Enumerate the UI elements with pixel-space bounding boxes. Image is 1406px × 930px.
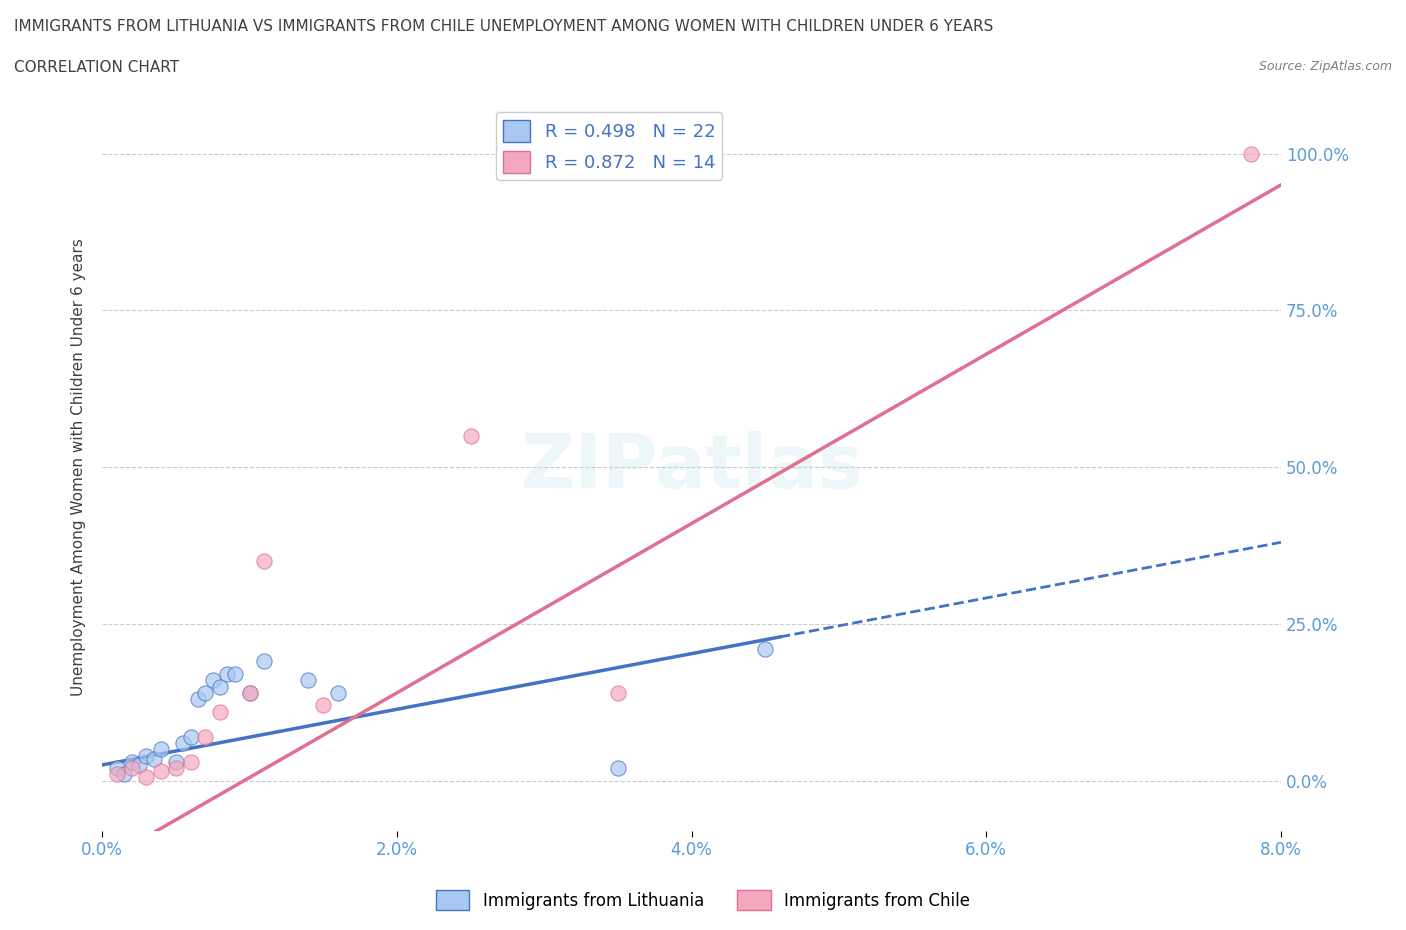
- Point: [1240, 146, 1263, 161]
- Point: [326, 685, 349, 700]
- Point: [217, 667, 239, 682]
- Point: [754, 642, 776, 657]
- Point: [194, 729, 217, 744]
- Point: [238, 685, 260, 700]
- Text: IMMIGRANTS FROM LITHUANIA VS IMMIGRANTS FROM CHILE UNEMPLOYMENT AMONG WOMEN WITH: IMMIGRANTS FROM LITHUANIA VS IMMIGRANTS …: [14, 19, 994, 33]
- Point: [121, 761, 143, 776]
- Point: [128, 758, 150, 773]
- Point: [105, 761, 128, 776]
- Point: [253, 553, 276, 568]
- Point: [201, 672, 224, 687]
- Point: [121, 754, 143, 769]
- Point: [105, 767, 128, 782]
- Point: [172, 736, 194, 751]
- Legend: R = 0.498   N = 22, R = 0.872   N = 14: R = 0.498 N = 22, R = 0.872 N = 14: [496, 113, 723, 179]
- Point: [224, 667, 246, 682]
- Point: [135, 748, 157, 763]
- Point: [150, 764, 173, 778]
- Point: [142, 751, 165, 766]
- Point: [180, 729, 202, 744]
- Point: [297, 672, 319, 687]
- Point: [194, 685, 217, 700]
- Point: [112, 767, 135, 782]
- Point: [165, 754, 187, 769]
- Point: [238, 685, 260, 700]
- Point: [253, 654, 276, 669]
- Y-axis label: Unemployment Among Women with Children Under 6 years: Unemployment Among Women with Children U…: [72, 238, 86, 696]
- Text: CORRELATION CHART: CORRELATION CHART: [14, 60, 179, 75]
- Point: [187, 692, 209, 707]
- Point: [135, 770, 157, 785]
- Point: [606, 685, 628, 700]
- Point: [180, 754, 202, 769]
- Point: [606, 761, 628, 776]
- Text: Source: ZipAtlas.com: Source: ZipAtlas.com: [1258, 60, 1392, 73]
- Legend: Immigrants from Lithuania, Immigrants from Chile: Immigrants from Lithuania, Immigrants fr…: [429, 884, 977, 917]
- Point: [209, 679, 232, 694]
- Point: [312, 698, 335, 712]
- Point: [150, 742, 173, 757]
- Point: [209, 704, 232, 719]
- Point: [165, 761, 187, 776]
- Text: ZIPatlas: ZIPatlas: [520, 431, 863, 503]
- Point: [460, 429, 482, 444]
